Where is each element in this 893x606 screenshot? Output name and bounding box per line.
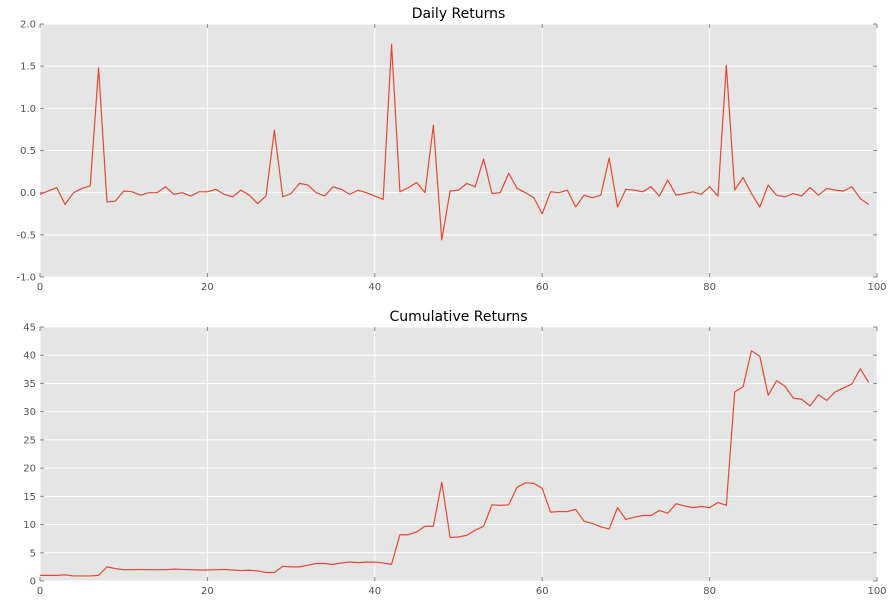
y-tick-label: 35 [23,379,36,390]
x-tick-label: 80 [703,586,716,597]
y-tick-label: 10 [23,520,36,531]
x-tick-label: 0 [37,282,43,293]
series-line [40,350,870,577]
x-tick-label: 60 [536,586,549,597]
y-tick-label: 0.0 [20,188,36,199]
x-tick-label: 60 [536,282,549,293]
y-tick-label: 20 [23,464,36,475]
x-tick-label: 100 [867,282,886,293]
chart-title: Daily Returns [412,6,506,22]
y-tick-label: 2.0 [20,20,36,31]
y-tick-label: 0.5 [20,146,36,157]
y-tick-label: 45 [23,323,36,334]
x-tick-label: 80 [703,282,716,293]
y-tick-label: 5 [30,548,36,559]
daily-returns-chart: 0 20 40 60 80 100 -1.0 -0.5 0.0 0.5 1.0 1.5 2.0 Daily… [16,6,886,293]
y-tick-label: 0 [30,577,36,588]
x-tick-label: 40 [368,586,381,597]
y-tick-label: 15 [23,492,36,503]
series-line [39,43,869,241]
x-tick-label: 20 [201,282,214,293]
chart-title: Cumulative Returns [389,309,527,325]
gridlines [39,326,878,582]
cumulative-returns-chart: 0 20 40 60 80 100 0 5 10 15 20 25 30 35 40 45 Cumulative… [23,309,886,597]
y-tick-label: -0.5 [16,230,36,241]
x-tick-label: 40 [368,282,381,293]
x-tick-label: 100 [867,586,886,597]
y-tick-label: 25 [23,435,36,446]
x-tick-label: 0 [37,586,43,597]
y-tick-label: 40 [23,351,36,362]
y-tick-label: -1.0 [16,273,36,284]
y-tick-label: 30 [23,407,36,418]
x-tick-label: 20 [201,586,214,597]
y-tick-label: 1.5 [20,62,36,73]
plot-area [40,327,877,581]
y-tick-label: 1.0 [20,104,36,115]
